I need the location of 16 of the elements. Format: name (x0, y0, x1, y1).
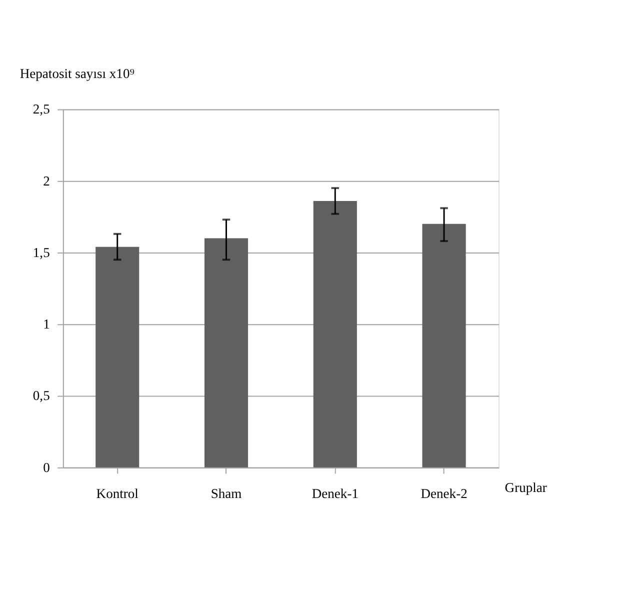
y-tick-label: 1 (43, 316, 50, 332)
y-tick-label: 2 (43, 173, 50, 188)
x-tick-label: Sham (210, 486, 242, 501)
y-tick-label: 2,5 (32, 102, 50, 117)
y-tick-label: 1,5 (32, 244, 50, 260)
bar (96, 246, 140, 468)
x-tick-label: Denek-1 (312, 486, 358, 501)
bar (313, 200, 357, 468)
x-axis-title: Gruplar (504, 480, 548, 496)
y-tick-label: 0 (43, 460, 50, 475)
y-axis-title: Hepatosit sayısı x10⁹ (20, 66, 135, 81)
x-tick-label: Denek-2 (420, 486, 468, 501)
y-tick-label: 0,5 (32, 388, 50, 404)
bar (422, 224, 466, 468)
bar (204, 238, 248, 468)
x-tick-label: Kontrol (96, 486, 139, 501)
